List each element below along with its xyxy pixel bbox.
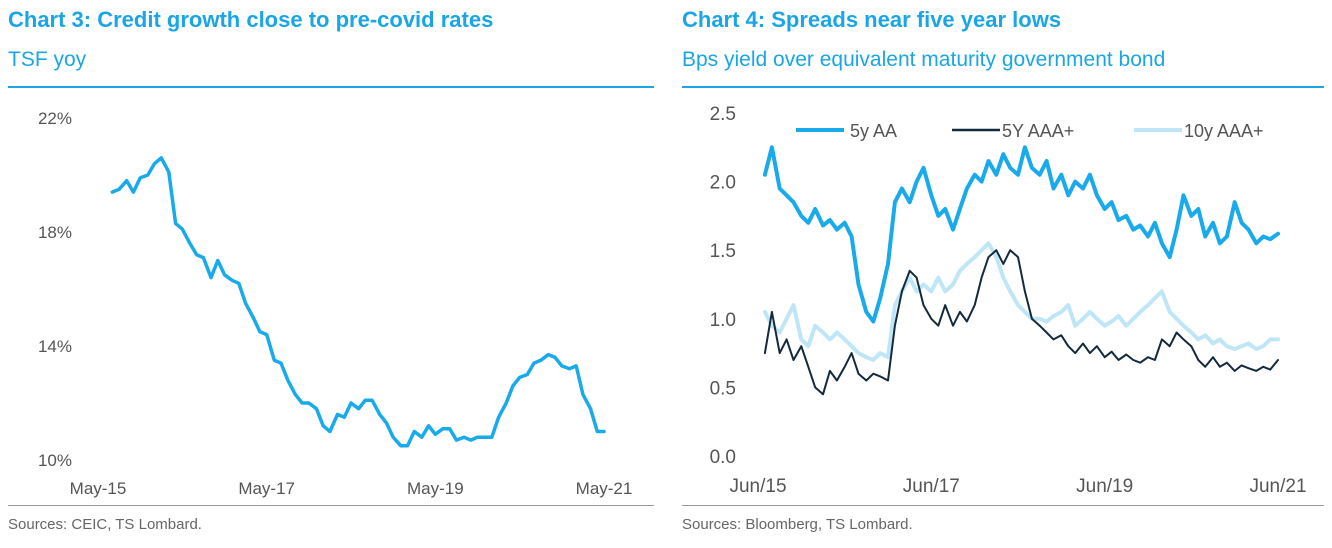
chart-subtitle: TSF yoy (8, 48, 87, 71)
chart-title: Chart 3: Credit growth close to pre-covi… (8, 7, 494, 32)
y-tick-label: 0.5 (710, 378, 736, 399)
legend-label: 10y AAA+ (1184, 121, 1264, 141)
chart-subtitle: Bps yield over equivalent maturity gover… (682, 48, 1166, 71)
panel-credit-growth: Chart 3: Credit growth close to pre-covi… (0, 0, 660, 548)
y-tick-label: 1.5 (710, 241, 736, 262)
chart-title: Chart 4: Spreads near five year lows (682, 7, 1062, 32)
y-tick-label: 2.0 (710, 173, 736, 194)
x-tick-label: May-15 (70, 479, 127, 498)
y-tick-label: 1.0 (710, 310, 736, 331)
series-line-5y-aa (762, 145, 1280, 324)
y-tick-label: 18% (38, 223, 72, 242)
bottom-rule (8, 505, 654, 506)
x-tick-label: May-17 (238, 479, 295, 498)
series-line-5y-aaa-plus (763, 249, 1279, 396)
title-rule (8, 86, 654, 88)
x-tick-label: May-19 (407, 479, 464, 498)
bottom-rule (682, 505, 1324, 506)
panel-spreads: Chart 4: Spreads near five year lows Bps… (672, 0, 1332, 548)
x-tick-label: Jun/15 (729, 476, 786, 497)
credit-growth-chart: 22% 18% 14% 10% May-15 May-17 May-19 May-21 (38, 109, 633, 498)
y-tick-label: 14% (38, 337, 72, 356)
source-note: Sources: CEIC, TS Lombard. (8, 516, 202, 533)
title-rule (682, 86, 1324, 88)
spreads-chart: 2.5 2.0 1.5 1.0 0.5 0.0 Jun/15 Jun/17 Jun/19 Jun/… (710, 104, 1307, 497)
series-line-10y-aaa-plus (762, 241, 1280, 362)
legend-label: 5y AA (850, 121, 897, 141)
x-tick-label: Jun/17 (903, 476, 960, 497)
x-tick-label: May-21 (576, 479, 633, 498)
x-tick-label: Jun/19 (1076, 476, 1133, 497)
source-note: Sources: Bloomberg, TS Lombard. (682, 516, 913, 533)
y-tick-label: 2.5 (710, 104, 736, 125)
y-tick-label: 22% (38, 109, 72, 128)
series-line-tsf-yoy (110, 156, 606, 448)
y-tick-label: 10% (38, 451, 72, 470)
legend-label: 5Y AAA+ (1002, 121, 1074, 141)
x-tick-label: Jun/21 (1249, 476, 1306, 497)
y-tick-label: 0.0 (710, 447, 736, 468)
